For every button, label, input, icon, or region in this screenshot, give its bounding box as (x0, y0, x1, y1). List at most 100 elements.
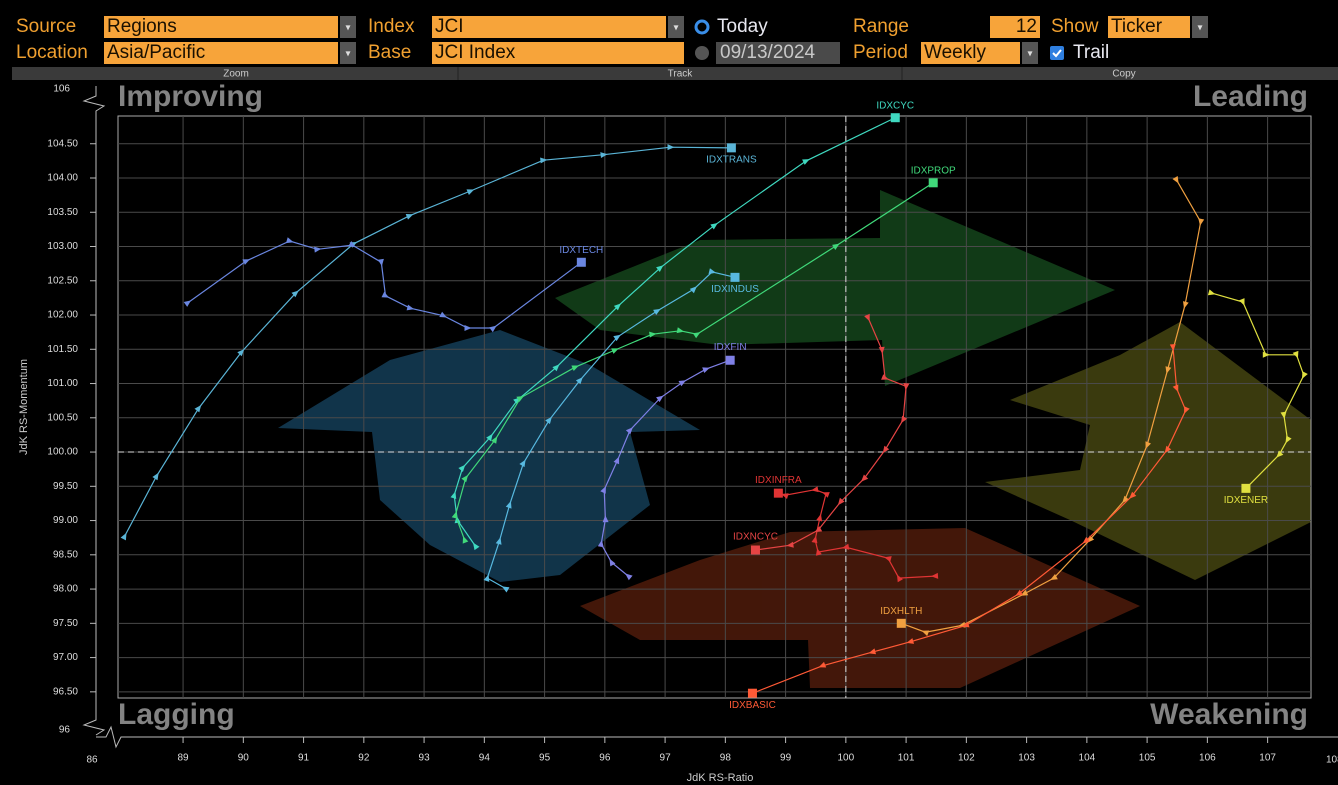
trail-point (625, 573, 633, 581)
y-tick-label: 103.50 (47, 207, 78, 218)
x-tick-label: 100 (838, 753, 855, 764)
trail-point (1302, 371, 1308, 379)
base-field[interactable] (432, 42, 684, 64)
head-point (773, 488, 783, 498)
trail-point (1262, 351, 1270, 358)
trail-point (378, 258, 384, 267)
show-label: Show (1051, 16, 1099, 37)
trail-point (381, 291, 390, 298)
period-value: Weekly (924, 42, 986, 63)
show-value: Ticker (1111, 16, 1163, 37)
trail-point (676, 327, 685, 334)
trail-point (667, 144, 675, 151)
trail-checkbox[interactable] (1050, 46, 1064, 60)
location-dropdown[interactable] (340, 42, 356, 64)
trail-point (903, 383, 910, 391)
show-dropdown[interactable] (1192, 16, 1208, 38)
date-field[interactable] (716, 42, 840, 64)
range-value: 12 (1016, 16, 1037, 37)
source-field[interactable] (104, 16, 338, 38)
zoom-tab[interactable]: Zoom (223, 69, 249, 80)
head-point (896, 618, 906, 628)
trail-point (882, 445, 890, 454)
rrg-tail (752, 347, 1187, 694)
trail-point (489, 325, 497, 333)
period-label: Period (853, 42, 908, 63)
show-field[interactable] (1108, 16, 1190, 38)
period-dropdown[interactable] (1022, 42, 1038, 64)
y-tick-label: 101.50 (47, 344, 78, 355)
trail-point (439, 311, 447, 318)
trail-point (613, 303, 622, 311)
trail-point (571, 365, 579, 371)
index-field[interactable] (432, 16, 666, 38)
rrg-tail (486, 271, 736, 589)
trail-point (656, 395, 664, 403)
trail-point (1207, 289, 1216, 296)
trail-point (1239, 298, 1245, 306)
range-field[interactable] (990, 16, 1040, 38)
rrg-tail (124, 146, 732, 537)
index-dropdown[interactable] (668, 16, 684, 38)
y-tick-label: 99.00 (53, 515, 78, 526)
trail-point (689, 286, 697, 294)
location-value: Asia/Pacific (107, 42, 205, 63)
trail-point (348, 241, 356, 248)
trail-point (897, 574, 903, 583)
trail-point (1169, 344, 1176, 352)
trail-point (183, 300, 192, 307)
trail-point (710, 223, 718, 230)
arrow-weakening (985, 322, 1311, 580)
range-label: Range (853, 16, 909, 37)
track-tab[interactable]: Track (668, 69, 694, 80)
trail-point (841, 543, 850, 550)
trail-point (1082, 536, 1090, 544)
trail-point (575, 377, 583, 385)
tab-bar (12, 67, 1338, 80)
trail-point (458, 464, 466, 472)
trail-point (519, 459, 526, 468)
base-value: JCI Index (435, 42, 516, 63)
y-tick-label: 102.50 (47, 275, 78, 286)
dropdown-icon: ▾ (673, 23, 678, 34)
period-field[interactable] (921, 42, 1020, 64)
trail-point (861, 474, 869, 482)
trail-point (540, 157, 548, 164)
trail-point (656, 265, 664, 272)
y-break-label: 106 (53, 84, 70, 95)
quadrant-label: Lagging (118, 698, 235, 731)
source-dropdown[interactable] (340, 16, 356, 38)
x-tick-label: 95 (539, 753, 551, 764)
trail-point (921, 630, 930, 637)
trail-point (1198, 218, 1205, 226)
trail-point (405, 214, 414, 220)
trail-point (1122, 495, 1130, 503)
trail-point (466, 189, 475, 195)
trail-point (832, 243, 840, 250)
series-label: IDXINDUS (711, 284, 759, 295)
arrow-improving (278, 330, 700, 582)
trail-point (906, 638, 914, 644)
trail-point (802, 159, 810, 165)
trail-point (451, 511, 458, 519)
trail-point (609, 558, 616, 567)
head-point (576, 257, 586, 267)
head-point (928, 178, 938, 188)
head-point (730, 272, 740, 282)
arrow-leading (555, 190, 1115, 386)
trail-point (692, 332, 701, 339)
base-label: Base (368, 42, 411, 63)
head-point (890, 113, 900, 123)
series-label: IDXTRANS (706, 154, 757, 165)
x-tick-label: 105 (1139, 753, 1156, 764)
trail-point (901, 415, 908, 424)
dropdown-icon: ▾ (1027, 49, 1032, 60)
location-field[interactable] (104, 42, 338, 64)
today-radio[interactable] (694, 19, 710, 35)
date-radio[interactable] (695, 46, 709, 60)
check-icon (1052, 49, 1062, 58)
source-label: Source (16, 16, 76, 37)
copy-tab[interactable]: Copy (1112, 69, 1135, 80)
head-point (747, 688, 757, 698)
